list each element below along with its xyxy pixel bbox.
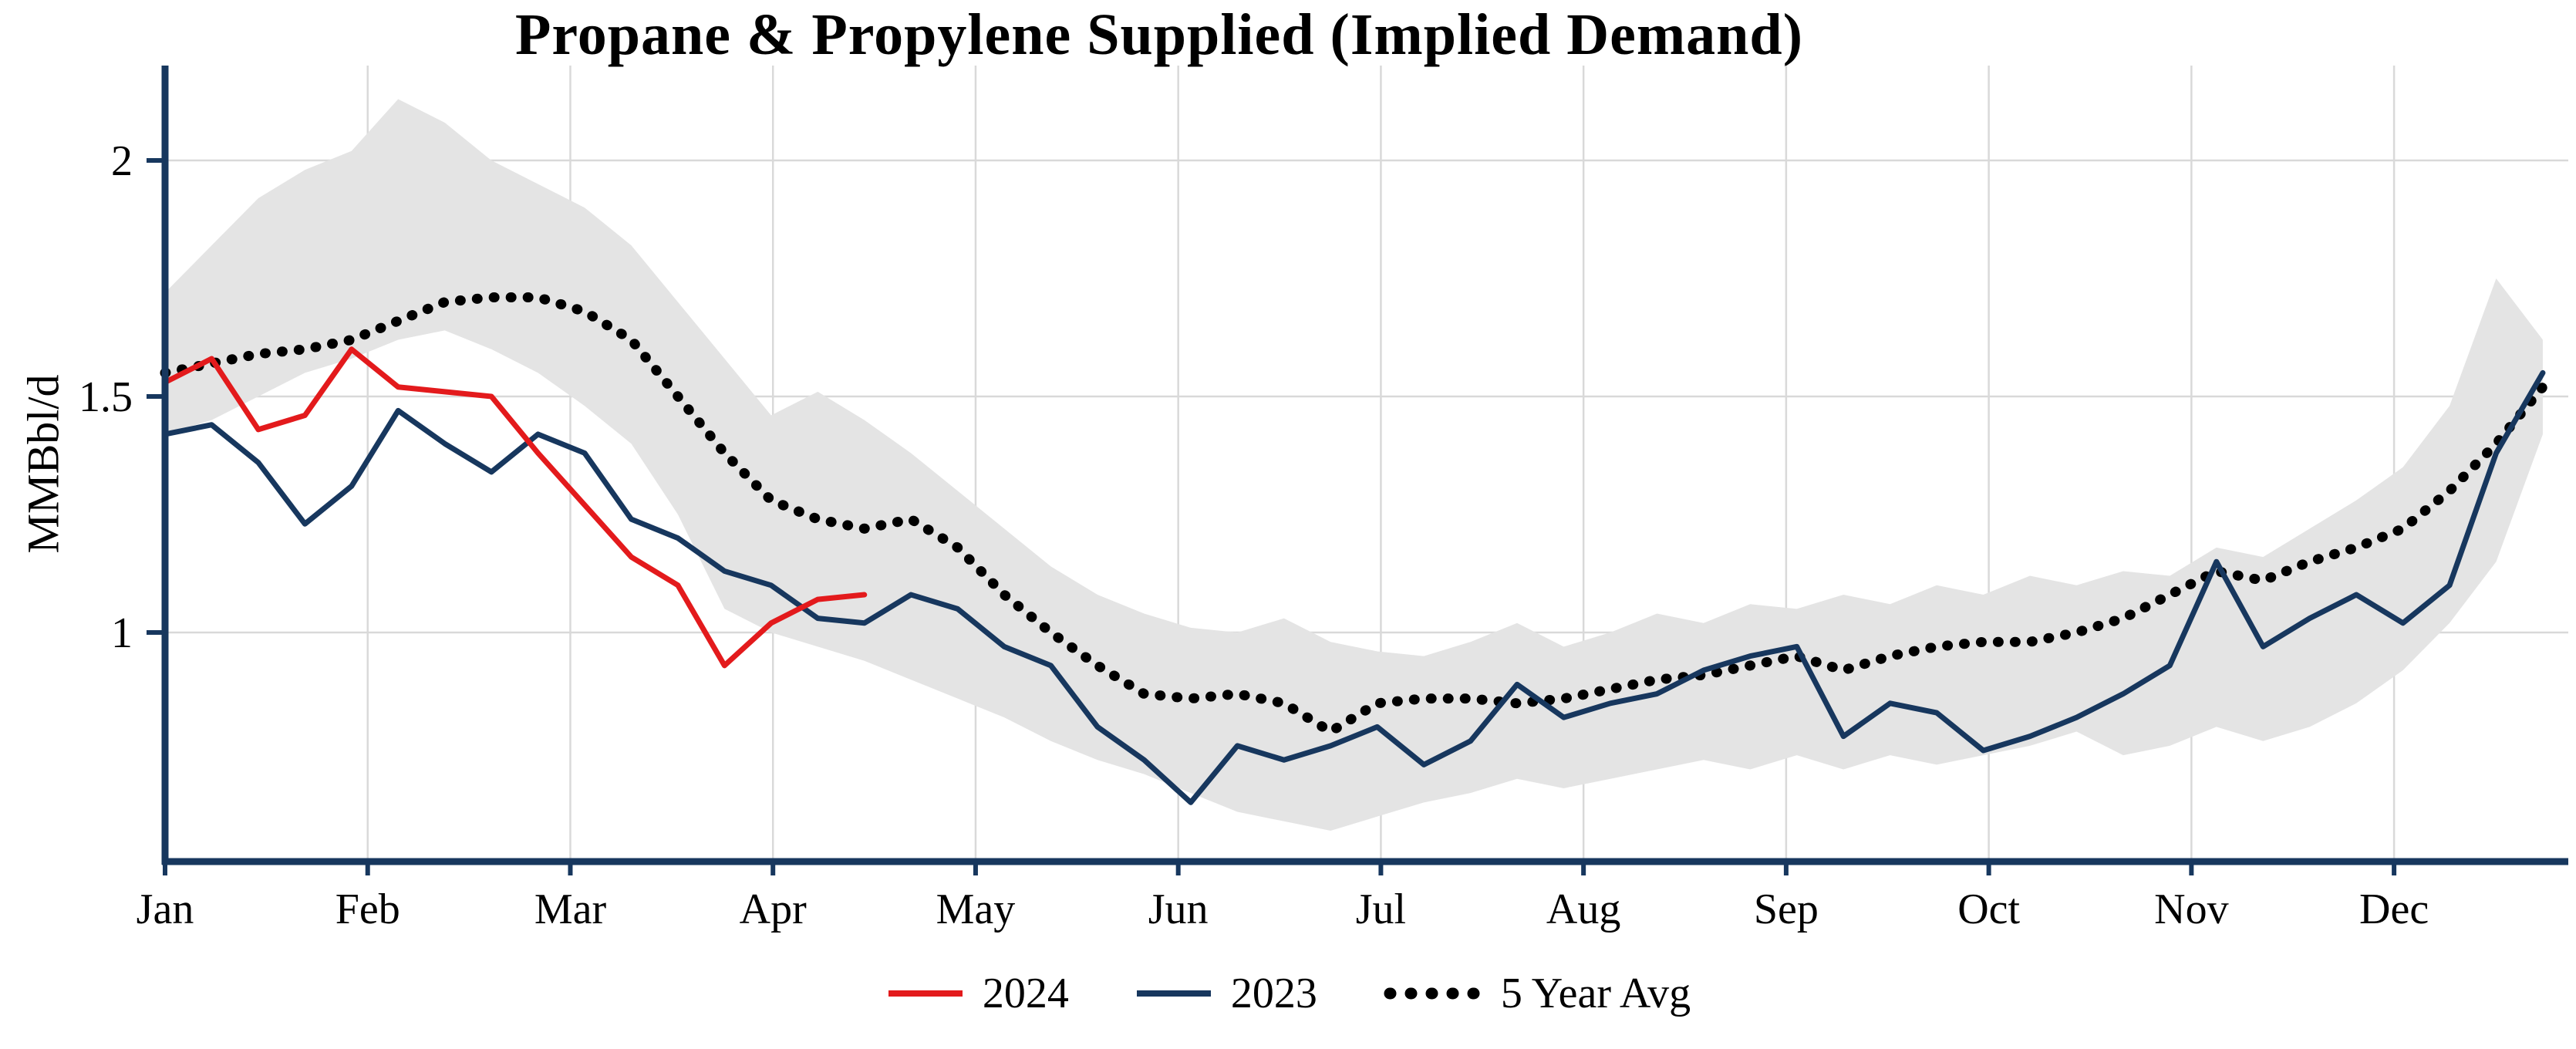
legend-item-5yr-avg: 5 Year Avg [1382,969,1691,1018]
x-tick-label: Nov [2154,885,2228,933]
y-tick-label: 1 [111,609,133,657]
legend-line-2023-icon [1136,990,1211,997]
x-tick-label: Sep [1754,885,1819,933]
x-tick-label: Jan [137,885,194,933]
x-tick-label: Oct [1957,885,2020,933]
x-tick-label: Mar [534,885,607,933]
line-2023 [162,369,2546,805]
chart-title: Propane & Propylene Supplied (Implied De… [514,2,1804,67]
x-tick-label: Jun [1148,885,1209,933]
legend-label-2024: 2024 [982,970,1069,1017]
legend: 2024 2023 5 Year Avg [0,969,2576,1018]
x-tick-label: May [936,885,1016,933]
x-tick-label: Dec [2359,885,2429,933]
legend-line-5yr-avg-icon [1384,987,1484,1000]
legend-item-2024: 2024 [885,969,1069,1018]
y-tick-label: 1.5 [79,373,133,421]
legend-item-2023: 2023 [1134,969,1317,1018]
legend-line-2024-icon [888,990,963,997]
line-5-year-avg [160,292,2548,737]
x-tick-label: Feb [335,885,400,933]
legend-label-5yr-avg: 5 Year Avg [1500,970,1691,1017]
y-tick-label: 2 [111,137,133,185]
x-tick-label: Apr [740,885,807,933]
legend-label-2023: 2023 [1230,970,1317,1017]
line-2024 [162,346,868,669]
x-tick-label: Aug [1546,885,1620,933]
x-tick-label: Jul [1356,885,1406,933]
